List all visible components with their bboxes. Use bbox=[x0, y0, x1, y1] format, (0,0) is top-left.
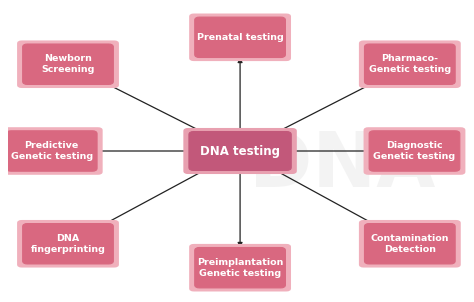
FancyBboxPatch shape bbox=[369, 131, 460, 171]
FancyBboxPatch shape bbox=[189, 14, 291, 61]
Text: DNA: DNA bbox=[249, 129, 436, 203]
FancyBboxPatch shape bbox=[189, 132, 291, 170]
Text: Preimplantation
Genetic testing: Preimplantation Genetic testing bbox=[197, 258, 283, 278]
Text: DNA testing: DNA testing bbox=[200, 144, 280, 158]
FancyBboxPatch shape bbox=[183, 128, 297, 174]
FancyBboxPatch shape bbox=[365, 44, 455, 85]
FancyBboxPatch shape bbox=[23, 44, 113, 85]
FancyBboxPatch shape bbox=[359, 40, 461, 88]
FancyBboxPatch shape bbox=[364, 127, 465, 175]
FancyBboxPatch shape bbox=[17, 220, 119, 268]
Text: Contamination
Detection: Contamination Detection bbox=[371, 234, 449, 254]
Text: Newborn
Screening: Newborn Screening bbox=[41, 54, 95, 74]
FancyBboxPatch shape bbox=[359, 220, 461, 268]
FancyBboxPatch shape bbox=[189, 244, 291, 291]
FancyBboxPatch shape bbox=[17, 40, 119, 88]
FancyBboxPatch shape bbox=[6, 131, 97, 171]
Text: Prenatal testing: Prenatal testing bbox=[197, 33, 283, 42]
Text: Pharmaco-
Genetic testing: Pharmaco- Genetic testing bbox=[369, 54, 451, 74]
Text: Diagnostic
Genetic testing: Diagnostic Genetic testing bbox=[374, 141, 456, 161]
FancyBboxPatch shape bbox=[365, 223, 455, 264]
FancyBboxPatch shape bbox=[1, 127, 103, 175]
Text: DNA
fingerprinting: DNA fingerprinting bbox=[31, 234, 105, 254]
Text: Predictive
Genetic testing: Predictive Genetic testing bbox=[11, 141, 93, 161]
FancyBboxPatch shape bbox=[195, 248, 285, 288]
FancyBboxPatch shape bbox=[195, 17, 285, 57]
FancyBboxPatch shape bbox=[23, 223, 113, 264]
